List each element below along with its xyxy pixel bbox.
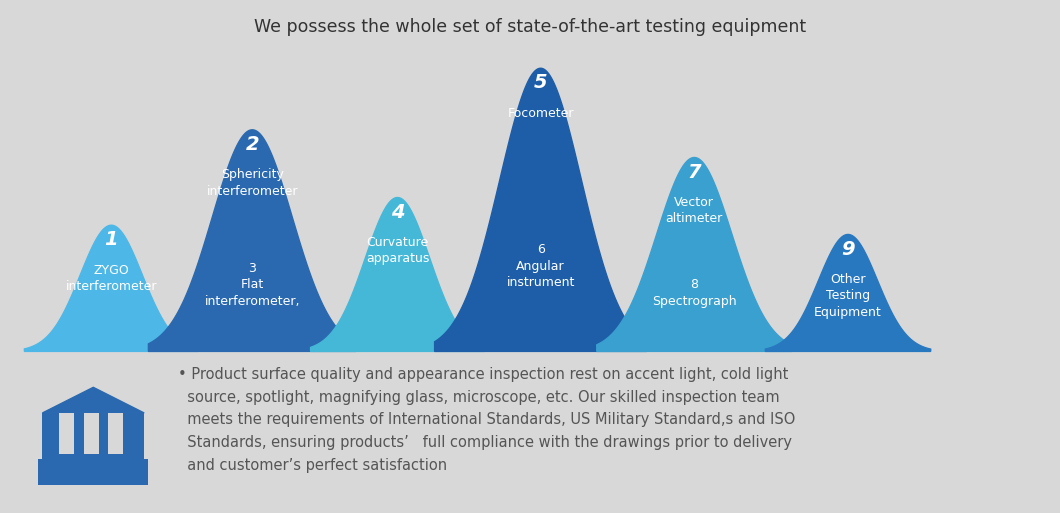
FancyBboxPatch shape	[84, 413, 99, 454]
Text: Focometer: Focometer	[508, 107, 573, 120]
Text: • Product surface quality and appearance inspection rest on accent light, cold l: • Product surface quality and appearance…	[178, 367, 795, 473]
Polygon shape	[24, 225, 198, 351]
Polygon shape	[597, 157, 792, 351]
FancyBboxPatch shape	[42, 413, 144, 459]
Text: ZYGO
interferometer: ZYGO interferometer	[66, 264, 157, 293]
Text: 6
Angular
instrument: 6 Angular instrument	[507, 244, 575, 289]
Text: 9: 9	[842, 240, 854, 259]
Text: Vector
altimeter: Vector altimeter	[666, 196, 723, 226]
Text: 7: 7	[688, 163, 701, 182]
Text: Curvature
apparatus: Curvature apparatus	[366, 236, 429, 266]
Polygon shape	[765, 234, 931, 351]
Text: 5: 5	[534, 73, 547, 92]
Text: 2: 2	[246, 135, 259, 154]
FancyBboxPatch shape	[38, 459, 148, 485]
Text: 3
Flat
interferometer,: 3 Flat interferometer,	[205, 262, 300, 308]
Polygon shape	[435, 68, 647, 351]
Text: We possess the whole set of state-of-the-art testing equipment: We possess the whole set of state-of-the…	[254, 18, 806, 36]
FancyBboxPatch shape	[108, 413, 123, 454]
Text: Sphericity
interferometer: Sphericity interferometer	[207, 168, 298, 198]
Text: Other
Testing
Equipment: Other Testing Equipment	[814, 273, 882, 319]
Text: 1: 1	[105, 230, 118, 249]
Polygon shape	[42, 387, 144, 413]
Polygon shape	[311, 198, 484, 351]
Text: 4: 4	[391, 203, 404, 222]
Polygon shape	[148, 130, 356, 351]
Text: 8
Spectrograph: 8 Spectrograph	[652, 279, 737, 308]
FancyBboxPatch shape	[59, 413, 74, 454]
